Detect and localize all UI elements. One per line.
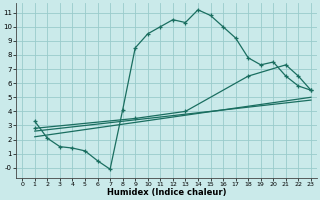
X-axis label: Humidex (Indice chaleur): Humidex (Indice chaleur) [107,188,226,197]
